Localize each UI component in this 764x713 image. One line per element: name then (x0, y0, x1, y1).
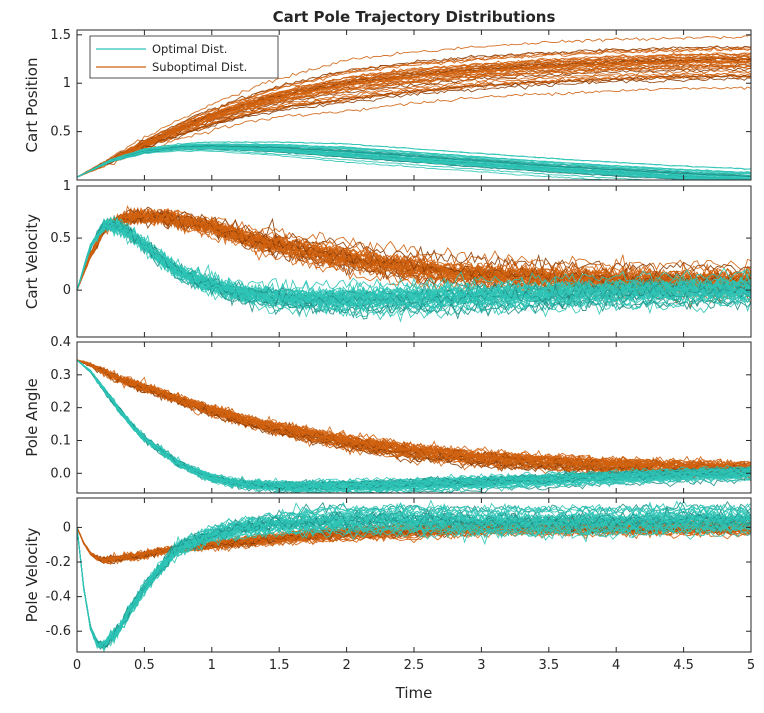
x-tick-label: 3 (477, 658, 485, 673)
legend-box (89, 35, 279, 79)
optimal-trajectory-line (77, 501, 751, 644)
optimal-trajectory-line (77, 518, 751, 650)
optimal-trajectory-line (77, 141, 751, 178)
y-axis-label: Pole Angle (23, 378, 41, 457)
x-tick-label: 0.5 (134, 658, 155, 673)
x-tick-label: 1.5 (269, 658, 290, 673)
suboptimal-trajectory-line (77, 209, 751, 291)
optimal-trajectory-line (77, 143, 751, 178)
suboptimal-trajectory-line (77, 359, 751, 472)
suboptimal-trajectory-line (77, 64, 751, 178)
x-tick-label: 2.5 (404, 658, 425, 673)
optimal-trajectory-line (77, 221, 751, 303)
y-tick-label: 0.1 (50, 433, 71, 448)
legend-entry-label: Suboptimal Dist. (152, 60, 247, 74)
x-axis-label: Time (395, 684, 433, 702)
y-tick-label: 1 (63, 179, 71, 194)
suboptimal-trajectory-line (77, 206, 751, 291)
suboptimal-trajectory-line (77, 359, 751, 474)
suboptimal-trajectory-line (77, 47, 751, 178)
y-axis-label: Cart Position (23, 58, 41, 153)
y-tick-label: 0.3 (50, 368, 71, 383)
y-tick-label: -0.2 (46, 555, 71, 570)
suboptimal-trajectory-line (77, 47, 751, 178)
y-tick-label: 1.5 (50, 28, 71, 43)
y-tick-label: 0.2 (50, 401, 71, 416)
y-tick-label: 0.5 (50, 125, 71, 140)
optimal-trajectory-line (77, 148, 654, 180)
x-tick-label: 4.5 (673, 658, 694, 673)
series-lines (77, 34, 751, 180)
suboptimal-trajectory-line (77, 45, 751, 178)
x-tick-label: 2 (342, 658, 350, 673)
y-tick-label: 0.4 (50, 335, 71, 350)
x-tick-label: 0 (73, 658, 81, 673)
optimal-trajectory-line (77, 147, 750, 180)
subplot-3: 0.0 0.1 0.2 0.3 0.4 Pole Angle (23, 335, 752, 494)
legend: Optimal Dist. Suboptimal Dist. (89, 35, 279, 79)
x-tick-label: 1 (208, 658, 216, 673)
y-tick-label: 0 (63, 283, 71, 298)
optimal-trajectory-line (77, 220, 751, 308)
series-lines (77, 359, 751, 493)
optimal-trajectory-line (77, 220, 751, 309)
y-axis-label: Cart Velocity (23, 214, 41, 309)
y-tick-label: -0.4 (46, 590, 71, 605)
optimal-trajectory-line (77, 145, 751, 178)
suboptimal-trajectory-line (77, 359, 751, 467)
suboptimal-trajectory-line (77, 54, 751, 178)
y-tick-label: 0.0 (50, 466, 71, 481)
suboptimal-trajectory-line (77, 74, 751, 178)
suboptimal-trajectory-line (77, 34, 751, 178)
y-tick-label: 0.5 (50, 231, 71, 246)
suboptimal-trajectory-line (77, 52, 751, 178)
suboptimal-trajectory-line (77, 77, 751, 178)
suboptimal-trajectory-line (77, 207, 751, 291)
y-axis-label: Pole Velocity (23, 528, 41, 623)
optimal-trajectory-line (77, 513, 751, 648)
subplot-2: 0 0.5 1 Cart Velocity (23, 179, 752, 338)
subplot-4: -0.6 -0.4 -0.2 0 0 0.5 1 1.5 2 2.5 3 3.5 4 4.5 5 Pole V… (23, 497, 755, 673)
optimal-trajectory-line (77, 359, 751, 490)
x-tick-label: 3.5 (538, 658, 559, 673)
suboptimal-trajectory-line (77, 67, 751, 178)
suboptimal-trajectory-line (77, 55, 751, 178)
optimal-trajectory-line (77, 503, 751, 649)
series-lines (77, 205, 751, 323)
suboptimal-trajectory-line (77, 71, 751, 178)
optimal-trajectory-line (77, 499, 751, 645)
optimal-trajectory-line (77, 215, 751, 295)
series-lines (77, 499, 751, 652)
suboptimal-trajectory-line (77, 86, 751, 178)
optimal-trajectory-line (77, 150, 615, 180)
y-tick-label: -0.6 (46, 624, 71, 639)
suboptimal-trajectory-line (77, 61, 751, 178)
optimal-trajectory-line (77, 359, 751, 491)
subplot-stack: 0.5 1 1.5 Cart Position 0 0.5 1 Cart Velocity 0.… (23, 28, 755, 673)
optimal-trajectory-line (77, 220, 751, 306)
suboptimal-trajectory-line (77, 359, 751, 472)
chart-title: Cart Pole Trajectory Distributions (273, 8, 556, 26)
optimal-trajectory-line (77, 227, 751, 309)
y-tick-label: 1 (63, 76, 71, 91)
optimal-trajectory-line (77, 219, 751, 320)
suboptimal-trajectory-line (77, 59, 751, 178)
optimal-trajectory-line (77, 502, 751, 647)
x-tick-label: 4 (612, 658, 620, 673)
optimal-trajectory-line (77, 512, 751, 649)
suboptimal-trajectory-line (77, 359, 751, 472)
suboptimal-trajectory-line (77, 58, 751, 178)
suboptimal-trajectory-line (77, 359, 751, 472)
subplot-1: 0.5 1 1.5 Cart Position (23, 28, 752, 181)
legend-entry-label: Optimal Dist. (152, 42, 227, 56)
y-tick-label: 0 (63, 520, 71, 535)
x-tick-label: 5 (747, 658, 755, 673)
